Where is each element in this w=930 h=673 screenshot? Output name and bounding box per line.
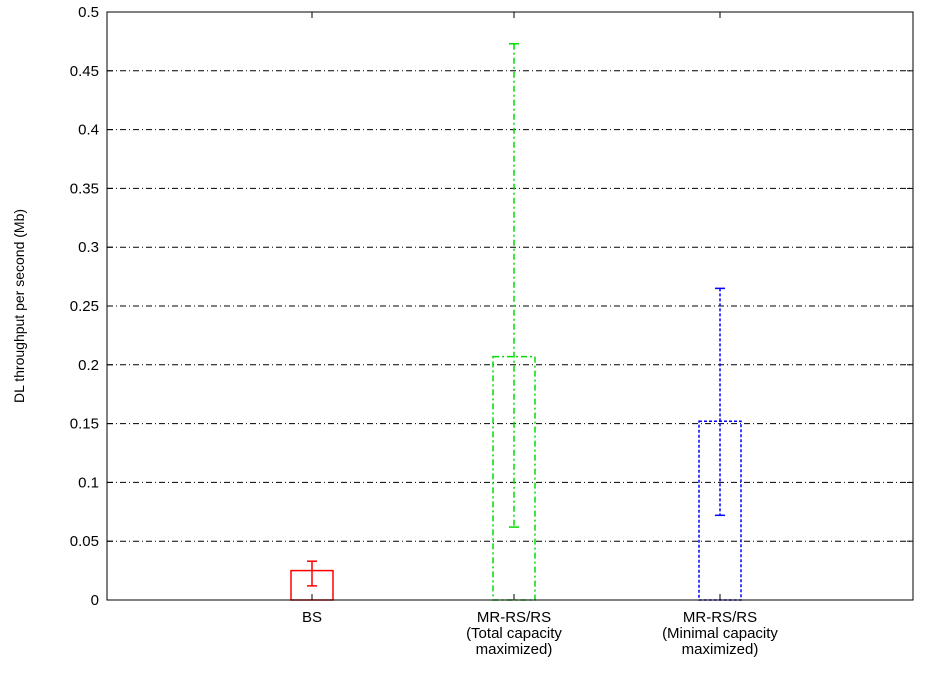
y-axis-label: DL throughput per second (Mb) bbox=[11, 209, 27, 403]
axis-ticks: 0 0.05 0.1 0.15 0.2 0.25 0.3 0.35 0.4 0.45 0.5 bbox=[70, 4, 913, 609]
x-tick-label: MR-RS/RS (Total capacity maximized) bbox=[466, 609, 562, 658]
y-tick-label: 0.45 bbox=[70, 63, 99, 80]
bar-group bbox=[698, 287, 742, 601]
y-tick-label: 0.4 bbox=[78, 122, 99, 139]
x-tick-label-line: (Minimal capacity bbox=[662, 625, 778, 642]
y-tick-label: 0.25 bbox=[70, 298, 99, 315]
y-tick-label: 0.05 bbox=[70, 533, 99, 550]
bar bbox=[492, 355, 536, 601]
x-tick-label-line: MR-RS/RS bbox=[477, 609, 551, 626]
x-tick-label: MR-RS/RS (Minimal capacity maximized) bbox=[662, 609, 778, 658]
y-tick-label: 0 bbox=[91, 592, 99, 609]
y-tick-label: 0.35 bbox=[70, 180, 99, 197]
y-tick-label: 0.5 bbox=[78, 4, 99, 21]
x-tick-label-line: BS bbox=[302, 609, 322, 626]
y-tick-label: 0.2 bbox=[78, 357, 99, 374]
x-tick-labels: BS MR-RS/RS (Total capacity maximized)MR-RS… bbox=[302, 609, 778, 658]
y-tick-label: 0.1 bbox=[78, 474, 99, 491]
grid-lines bbox=[107, 70, 913, 542]
x-tick-label-line: maximized) bbox=[682, 641, 759, 658]
x-tick-label-line: (Total capacity bbox=[466, 625, 562, 642]
bar-group bbox=[492, 43, 536, 601]
x-tick-label-line: MR-RS/RS bbox=[683, 609, 757, 626]
bars bbox=[290, 43, 742, 601]
y-tick-label: 0.15 bbox=[70, 416, 99, 433]
y-tick-label: 0.3 bbox=[78, 239, 99, 256]
x-tick-label: BS bbox=[302, 609, 322, 626]
x-tick-label-line: maximized) bbox=[476, 641, 553, 658]
